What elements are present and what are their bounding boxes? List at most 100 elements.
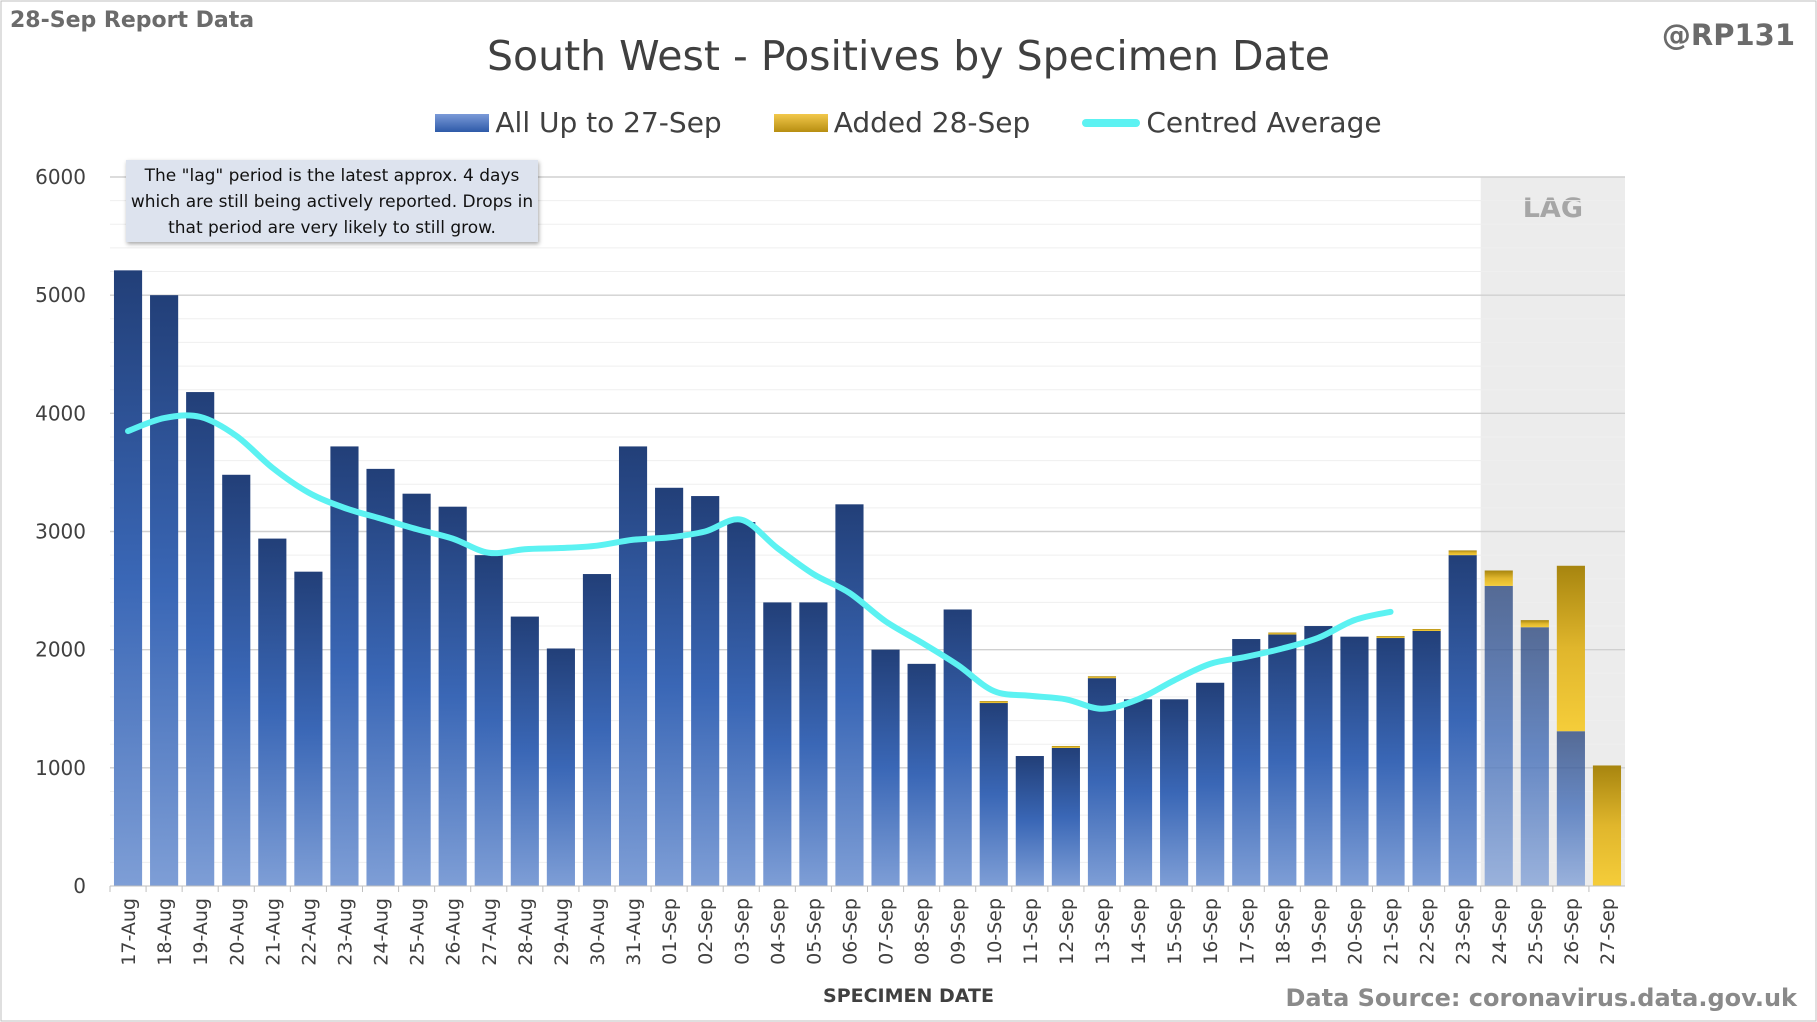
x-tick-label: 01-Sep <box>659 898 681 965</box>
x-tick-label: 20-Sep <box>1344 898 1366 965</box>
legend: All Up to 27-Sep Added 28-Sep Centred Av… <box>0 106 1817 139</box>
bar-base <box>546 648 575 886</box>
bar-added <box>1268 632 1297 635</box>
x-tick-label: 03-Sep <box>731 898 753 965</box>
lag-label: LAG <box>1523 193 1583 224</box>
bar-base <box>1304 626 1333 886</box>
report-label: 28-Sep Report Data <box>10 8 255 33</box>
bar-base <box>1051 747 1080 886</box>
y-axis-ticks: 0 1000 2000 3000 4000 5000 6000 <box>35 165 86 898</box>
x-tick-label: 31-Aug <box>623 898 645 966</box>
y-tick-label: 0 <box>73 874 86 898</box>
y-tick-label: 1000 <box>35 756 86 780</box>
x-tick-label: 06-Sep <box>839 898 861 965</box>
x-tick-label: 25-Aug <box>407 898 429 966</box>
bar-added <box>1412 628 1441 631</box>
bar-base <box>438 506 467 886</box>
bar-base <box>1484 585 1513 886</box>
x-tick-label: 04-Sep <box>767 898 789 965</box>
x-tick-label: 02-Sep <box>695 898 717 965</box>
bar-base <box>330 446 359 886</box>
average-line-path <box>125 412 1394 712</box>
x-tick-label: 20-Aug <box>226 898 248 966</box>
bar-base <box>1160 699 1189 886</box>
x-tick-label: 18-Sep <box>1272 898 1294 965</box>
bar-base <box>1556 731 1585 886</box>
bar-base <box>510 616 539 886</box>
legend-swatch-base <box>435 113 490 132</box>
bar-base <box>799 602 828 886</box>
bar-base <box>294 571 323 886</box>
bar-added <box>1592 765 1622 886</box>
bar-base <box>258 538 287 886</box>
x-tick-label: 19-Sep <box>1308 898 1330 965</box>
x-tick-label: 22-Aug <box>298 898 320 966</box>
x-tick-label: 22-Sep <box>1417 898 1439 965</box>
bar-base <box>150 295 179 887</box>
x-tick-label: 17-Aug <box>118 898 140 966</box>
bar-base <box>222 474 251 886</box>
x-tick-label: 26-Aug <box>443 898 465 966</box>
x-tick-label: 05-Sep <box>803 898 825 965</box>
x-tick-label: 21-Aug <box>262 898 284 966</box>
bar-base <box>186 392 215 886</box>
y-tick-label: 5000 <box>35 283 86 307</box>
x-axis-ticks: 17-Aug 18-Aug 19-Aug 20-Aug 21-Aug 22-Aug 23-A… <box>109 886 1619 966</box>
bar-base <box>1412 630 1441 886</box>
bar-base <box>943 609 972 886</box>
x-tick-label: 24-Aug <box>371 898 393 966</box>
bar-base <box>979 702 1008 886</box>
bar-base <box>1268 634 1297 886</box>
x-tick-label: 16-Sep <box>1200 898 1222 965</box>
chart-title: South West - Positives by Specimen Date <box>486 32 1330 80</box>
bar-base <box>1232 639 1261 886</box>
x-tick-label: 07-Sep <box>876 898 898 965</box>
x-tick-label: 26-Sep <box>1561 898 1583 965</box>
x-tick-label: 10-Sep <box>984 898 1006 965</box>
x-tick-label: 15-Sep <box>1164 898 1186 965</box>
bar-added <box>1087 676 1117 679</box>
x-tick-label: 17-Sep <box>1236 898 1258 965</box>
legend-label-base: All Up to 27-Sep <box>495 106 722 139</box>
bar-base <box>1520 627 1549 886</box>
legend-label-average: Centred Average <box>1146 106 1382 139</box>
x-tick-label: 14-Sep <box>1128 898 1150 965</box>
x-tick-label: 29-Aug <box>551 898 573 966</box>
bars <box>113 270 1622 887</box>
bar-base <box>691 496 720 886</box>
y-tick-label: 2000 <box>35 638 86 662</box>
x-tick-label: 25-Sep <box>1525 898 1547 965</box>
legend-item-base: All Up to 27-Sep <box>435 106 722 139</box>
legend-swatch-added <box>773 113 828 132</box>
bar-base <box>1015 756 1044 886</box>
x-tick-label: 12-Sep <box>1056 898 1078 965</box>
average-line <box>125 412 1394 712</box>
bar-added <box>1448 550 1477 556</box>
bar-base <box>655 487 684 886</box>
x-tick-label: 23-Aug <box>334 898 356 966</box>
x-tick-label: 30-Aug <box>587 898 609 966</box>
bar-base <box>1376 637 1405 886</box>
bar-base <box>366 468 395 886</box>
bar-added <box>1520 620 1549 628</box>
x-tick-label: 21-Sep <box>1381 898 1403 965</box>
y-tick-label: 4000 <box>35 401 86 425</box>
data-source: Data Source: coronavirus.data.gov.uk <box>1285 984 1798 1012</box>
bar-base <box>871 649 900 886</box>
legend-swatch-average <box>1082 118 1141 127</box>
bar-added <box>1051 745 1080 748</box>
lag-note: The "lag" period is the latest approx. 4… <box>126 160 538 242</box>
x-tick-label: 19-Aug <box>190 898 212 966</box>
x-tick-label: 27-Aug <box>479 898 501 966</box>
bar-base <box>474 555 503 886</box>
legend-item-added: Added 28-Sep <box>773 106 1030 139</box>
x-tick-label: 27-Sep <box>1597 898 1619 965</box>
bar-base <box>835 504 864 886</box>
x-tick-label: 08-Sep <box>912 898 934 965</box>
bar-base <box>763 602 792 886</box>
y-tick-label: 3000 <box>35 520 86 544</box>
author-handle: @RP131 <box>1661 18 1795 52</box>
y-tick-label: 6000 <box>35 165 86 189</box>
